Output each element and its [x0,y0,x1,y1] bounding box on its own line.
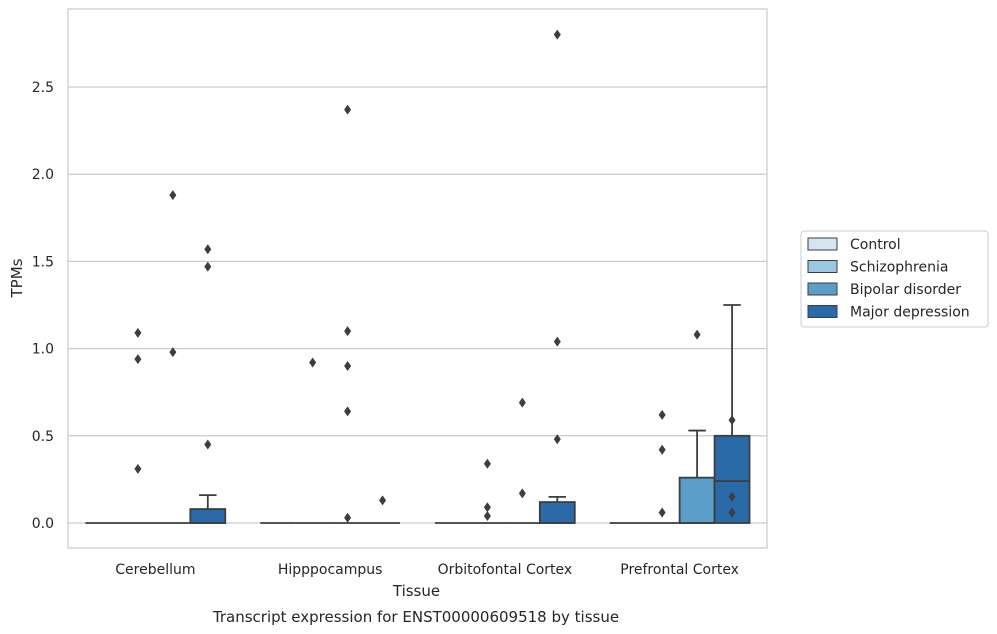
legend-label: Control [850,237,901,253]
box-bipolar-disorder [678,329,716,524]
outlier-point [553,434,561,445]
box-iqr [678,476,716,524]
outlier-point [553,336,561,347]
outlier-point [204,439,212,450]
box-schizophrenia [295,357,331,524]
legend-swatch [807,237,838,251]
box-schizophrenia [469,458,505,524]
box-iqr [538,501,576,524]
x-tick-label: Cerebellum [115,562,195,578]
x-tick-label: Orbitofontal Cortex [438,562,573,578]
x-tick-label: Prefrontal Cortex [620,562,739,578]
x-tick-label: Hipppocampus [278,562,383,578]
outlier-point [728,491,736,502]
legend-swatch [807,305,838,318]
outlier-point [379,495,387,506]
outlier-point [344,512,352,523]
outlier-point [204,244,212,255]
outlier-point [728,415,736,426]
y-axis-label: TPMs [8,258,26,298]
y-tick-label: 1.0 [32,342,54,358]
box-major-depression [189,244,227,524]
outlier-point [658,409,666,420]
box-bipolar-disorder [155,190,191,524]
box-iqr [713,434,751,524]
x-tick-labels: Cerebellum Hipppocampus Orbitofontal Corte… [115,562,739,578]
y-tick-label: 0.0 [32,516,54,532]
outlier-point [309,357,317,368]
legend-frame [800,230,989,328]
outlier-point [169,347,177,358]
outlier-point [483,502,491,513]
legend: Control Schizophrenia Bipolar disorder Majo… [800,230,989,328]
outlier-point [658,444,666,455]
outlier-point [483,511,491,522]
y-grid [68,86,767,524]
y-tick-labels: 0.0 0.5 1.0 1.5 2.0 2.5 [32,80,54,532]
outlier-point [344,361,352,372]
outlier-point [518,488,526,499]
outlier-point [204,261,212,272]
box-iqr [189,508,227,524]
box-bipolar-disorder [504,397,540,524]
box-schizophrenia [644,409,680,524]
box-major-depression [538,29,576,524]
legend-label: Schizophrenia [850,260,948,276]
outlier-point [658,507,666,518]
outlier-point [518,397,526,408]
outlier-point [728,507,736,518]
box-bipolar-disorder [330,104,366,524]
box-major-depression [713,304,751,524]
outlier-point [344,104,352,115]
legend-label: Major depression [850,305,970,321]
box-schizophrenia [120,327,156,524]
legend-label: Bipolar disorder [850,282,961,298]
legend-swatch [807,260,838,273]
box-major-depression [365,495,401,524]
outlier-point [553,29,561,40]
outlier-point [134,463,142,474]
y-tick-label: 0.5 [32,429,54,445]
outlier-point [344,326,352,337]
outlier-point [134,327,142,338]
chart-title: Transcript expression for ENST0000060951… [212,608,619,626]
plot-area [67,8,768,549]
outlier-point [693,329,701,340]
outlier-point [344,406,352,417]
x-axis-label: Tissue [392,582,440,600]
box-groups [85,29,751,524]
legend-swatch [807,282,838,296]
y-tick-label: 2.0 [32,167,54,183]
outlier-point [169,190,177,201]
y-tick-label: 2.5 [32,80,54,96]
outlier-point [483,458,491,469]
outlier-point [134,354,142,365]
y-tick-label: 1.5 [32,254,54,270]
